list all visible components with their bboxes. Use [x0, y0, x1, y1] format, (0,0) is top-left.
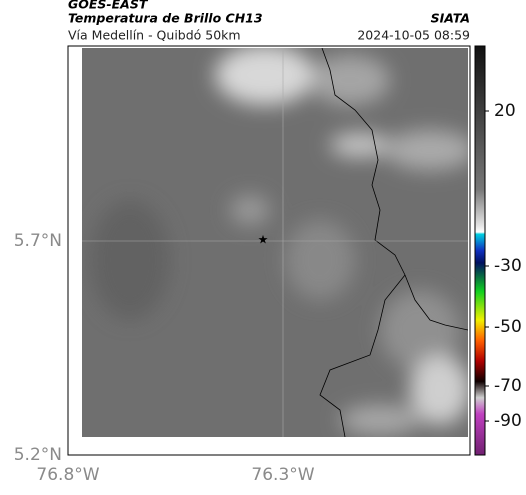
- colorbar-tick-label: -50: [494, 317, 522, 337]
- map-frame: [67, 45, 471, 456]
- colorbar-tick-label: -30: [494, 256, 522, 276]
- satellite-image: [82, 48, 468, 437]
- colorbar: [474, 45, 486, 456]
- source: SIATA: [431, 11, 470, 26]
- colorbar-tick-label: 20: [494, 101, 516, 121]
- colorbar-tick-label: -70: [494, 376, 522, 396]
- satellite: GOES-EAST: [68, 0, 149, 12]
- lon-tick-label: 76.8°W: [36, 465, 99, 485]
- datetime: 2024-10-05 08:59: [357, 28, 470, 43]
- location-star: ★: [258, 233, 269, 247]
- lon-tick-label: 76.3°W: [251, 465, 314, 485]
- lat-tick-label: 5.2°N: [14, 445, 62, 465]
- lat-tick-label: 5.7°N: [14, 231, 62, 251]
- colorbar-tick-label: -90: [494, 411, 522, 431]
- subtitle: Vía Medellín - Quibdó 50km: [68, 28, 241, 43]
- title: Temperatura de Brillo CH13: [68, 11, 263, 26]
